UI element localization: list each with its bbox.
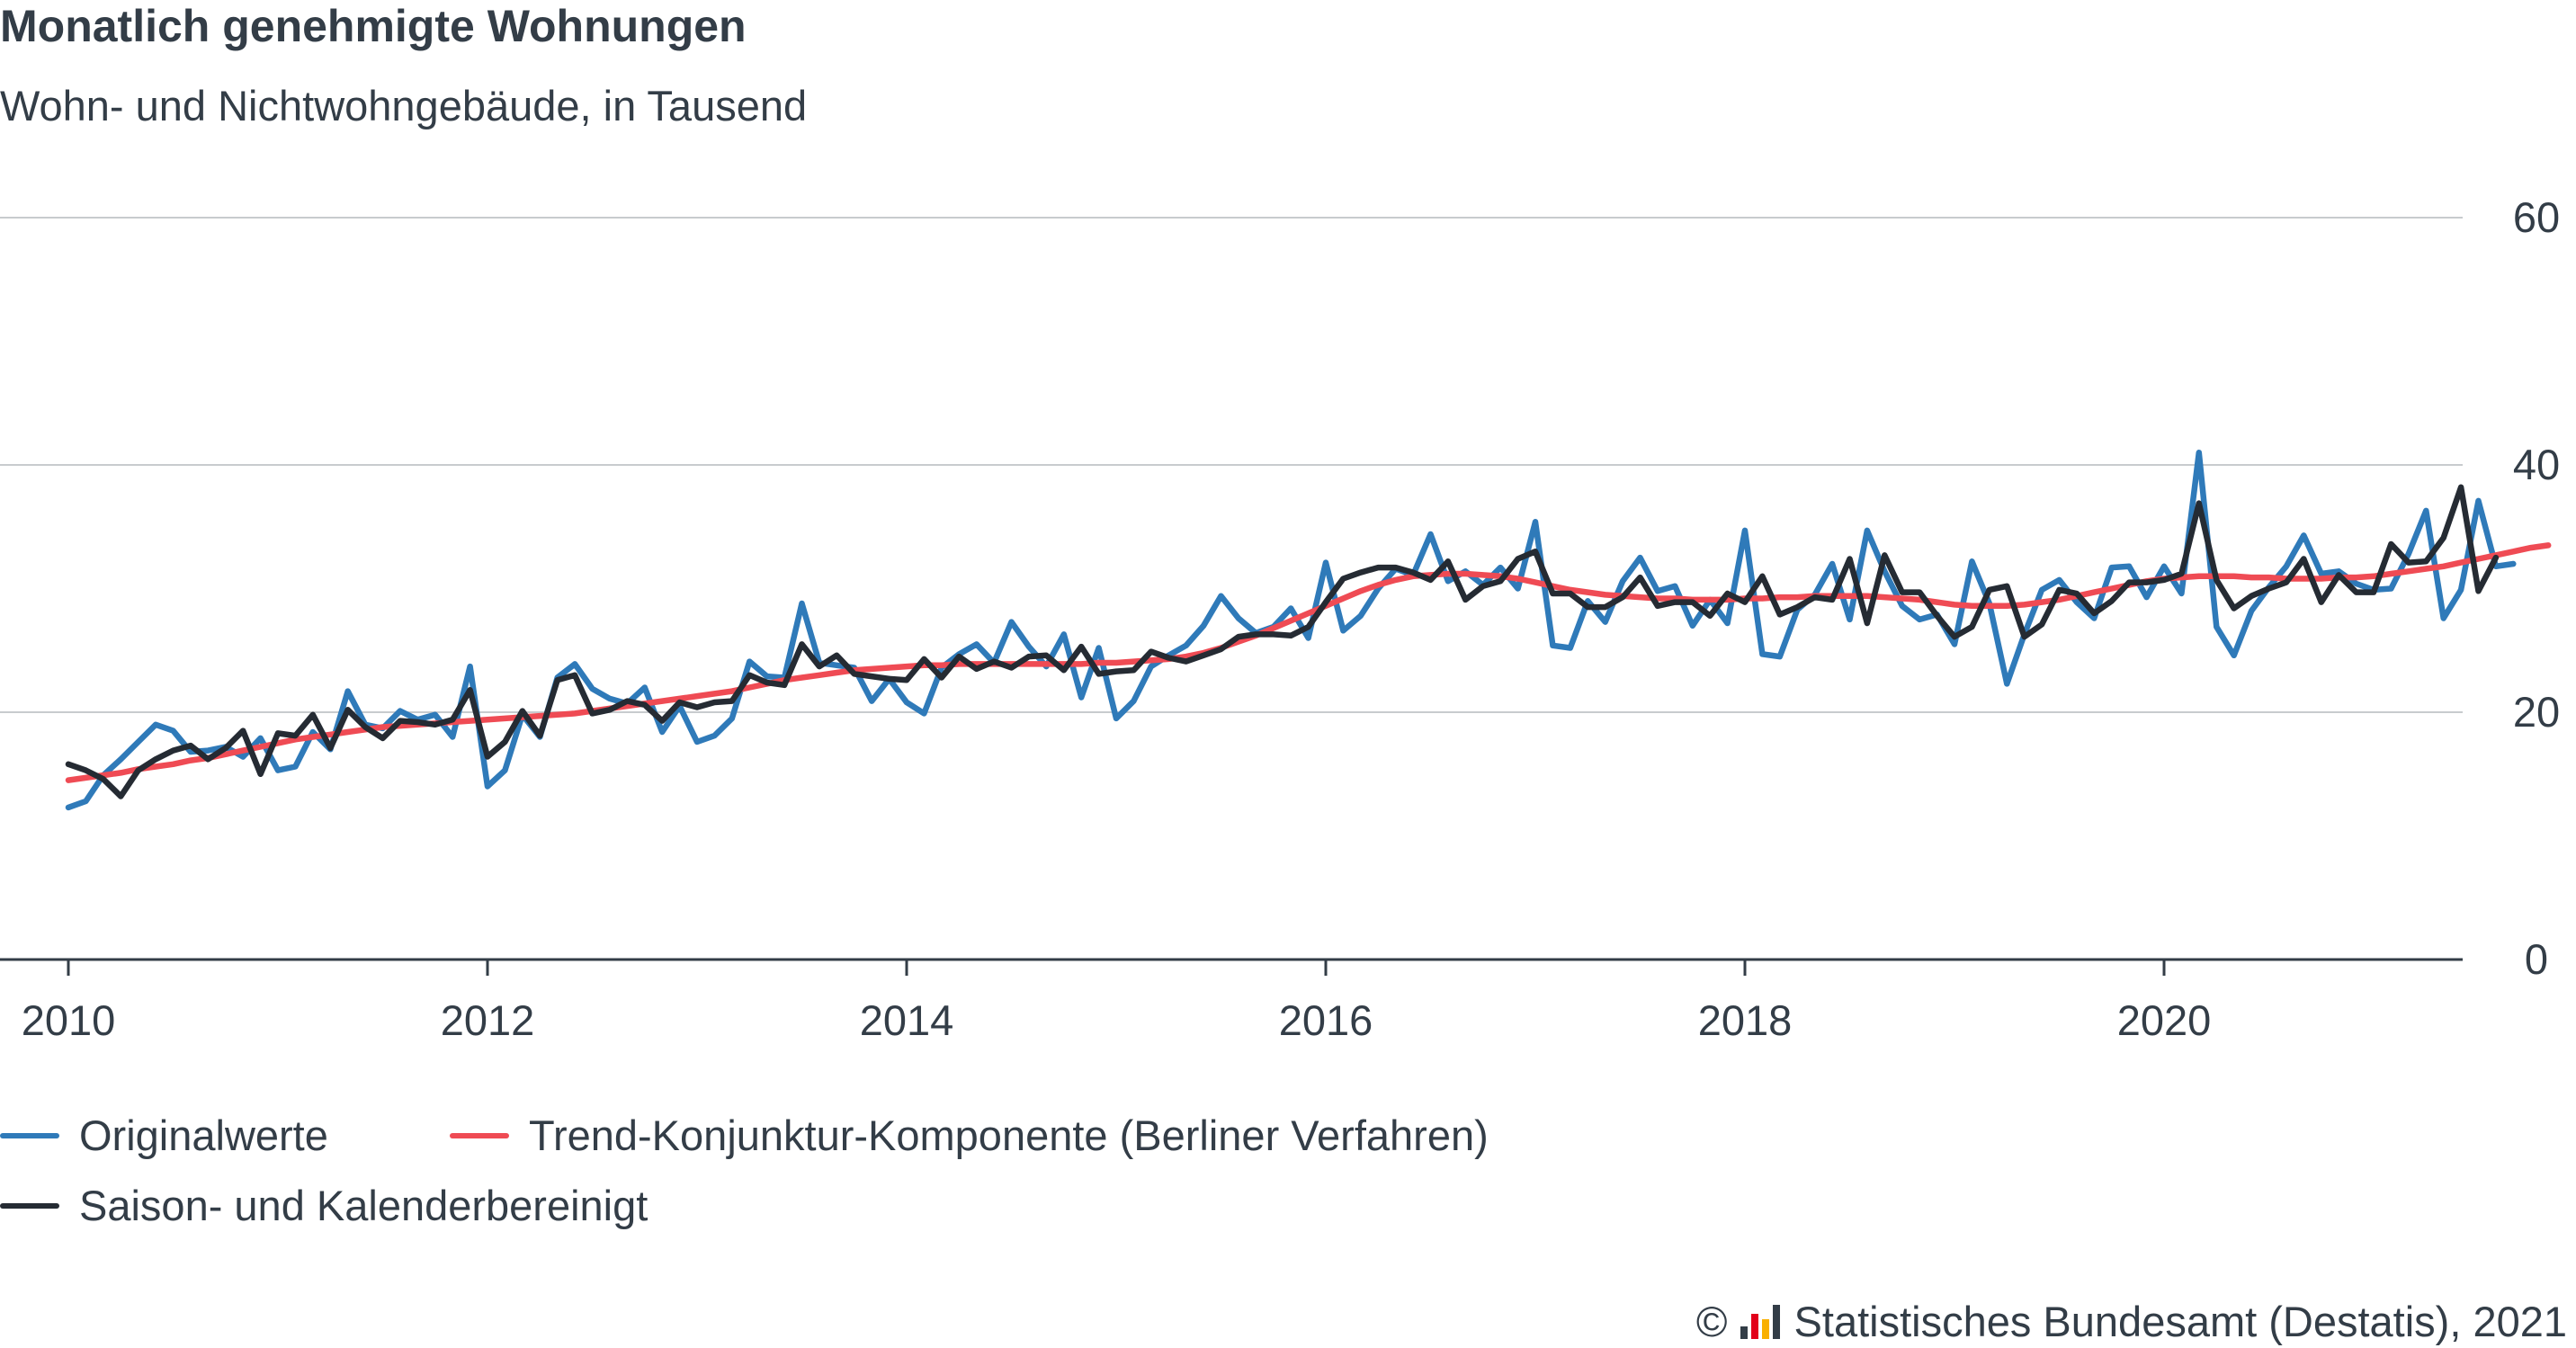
- y-tick-label: 40: [2513, 441, 2560, 488]
- y-tick-label: 60: [2513, 193, 2560, 241]
- source-text: Statistisches Bundesamt (Destatis), 2021: [1793, 1298, 2567, 1345]
- source-credit: © Statistisches Bundesamt (Destatis), 20…: [1696, 1297, 2567, 1346]
- grid-lines: [0, 217, 2463, 713]
- legend-item-saisonbereinigt: Saison- und Kalenderbereinigt: [0, 1181, 648, 1230]
- legend-item-trend: Trend-Konjunktur-Komponente (Berliner Ve…: [450, 1111, 1489, 1160]
- axes: [0, 958, 2463, 976]
- x-tick-label: 2012: [441, 996, 535, 1044]
- tick-labels: 0 20 40 60 2010 2012 2014 2016 2018 2020: [22, 193, 2560, 1044]
- chart-title: Monatlich genehmigte Wohnungen: [0, 1, 747, 51]
- y-tick-label: 20: [2513, 688, 2560, 736]
- x-tick-label: 2020: [2117, 996, 2212, 1044]
- legend-label-saisonbereinigt: Saison- und Kalenderbereinigt: [79, 1182, 648, 1229]
- series-line-1: [65, 450, 2517, 811]
- x-tick-label: 2014: [860, 996, 954, 1044]
- legend-label-trend: Trend-Konjunktur-Komponente (Berliner Ve…: [529, 1111, 1489, 1159]
- x-tick-label: 2016: [1279, 996, 1373, 1044]
- copyright-symbol: ©: [1695, 1298, 1728, 1345]
- legend-label-originalwerte: Originalwerte: [79, 1111, 328, 1159]
- legend-swatch-saisonbereinigt: [0, 1202, 59, 1209]
- chart-subtitle: Wohn- und Nichtwohngebäude, in Tausend: [0, 82, 808, 129]
- legend-item-originalwerte: Originalwerte: [0, 1111, 328, 1160]
- legend-swatch-trend: [450, 1132, 509, 1138]
- x-tick-label: 2010: [22, 996, 116, 1044]
- legend-swatch-originalwerte: [0, 1132, 59, 1138]
- x-tick-label: 2018: [1698, 996, 1793, 1044]
- series-lines: [65, 450, 2552, 811]
- y-tick-label: 0: [2525, 935, 2548, 983]
- destatis-logo-icon: [1740, 1304, 1780, 1339]
- series-line-2: [65, 542, 2552, 783]
- series-line-3: [65, 484, 2500, 799]
